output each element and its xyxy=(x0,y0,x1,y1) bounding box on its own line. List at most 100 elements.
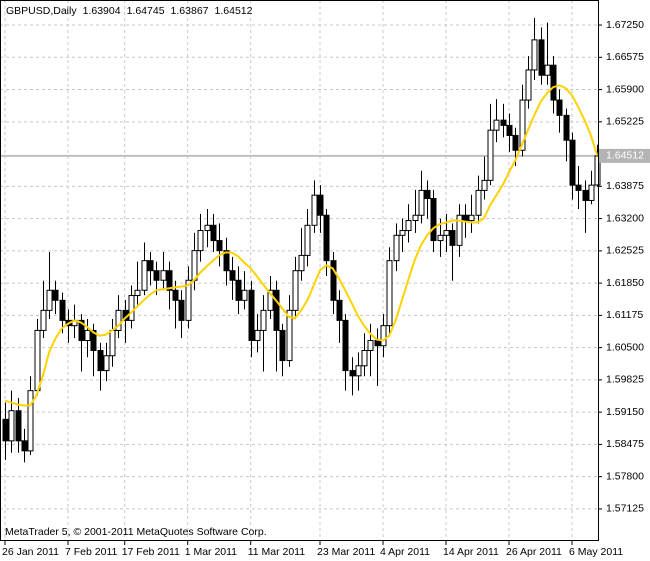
candle-body xyxy=(424,189,431,200)
candle-body xyxy=(40,309,47,331)
symbol: GBPUSD,Daily xyxy=(6,5,77,17)
candle-body xyxy=(210,224,217,242)
candle-body xyxy=(2,418,9,442)
candle-body xyxy=(8,410,15,442)
candle-body xyxy=(52,289,59,301)
candle-body xyxy=(178,299,185,321)
y-tick-label: 1.61850 xyxy=(606,277,644,289)
plot xyxy=(2,17,601,463)
x-tick-label: 11 Mar 2011 xyxy=(248,546,306,558)
candle-body xyxy=(519,99,526,151)
candle-body xyxy=(468,214,475,222)
chart-title: GBPUSD,Daily 1.63904 1.64745 1.63867 1.64512 xyxy=(6,5,253,17)
y-tick-label: 1.65900 xyxy=(606,83,644,95)
candle-body xyxy=(506,124,513,136)
candle-body xyxy=(134,289,141,297)
candle-body xyxy=(273,289,280,331)
candle-body xyxy=(405,220,412,232)
candle-body xyxy=(336,299,343,321)
candle-body xyxy=(59,299,66,321)
candle-body xyxy=(443,230,450,236)
candle-body xyxy=(223,250,230,272)
x-tick-label: 4 Apr 2011 xyxy=(380,546,430,558)
candle-body xyxy=(46,289,53,311)
y-tick-label: 1.60500 xyxy=(606,341,644,353)
candle-body xyxy=(128,295,135,321)
candle-body xyxy=(386,260,393,327)
ohlc-value: 1.64512 xyxy=(215,5,253,17)
candle-body xyxy=(115,309,122,331)
candle-body xyxy=(298,254,305,272)
candle-body xyxy=(78,319,85,341)
x-tick-label: 7 Feb 2011 xyxy=(65,546,118,558)
candle-body xyxy=(544,64,551,76)
candle-body xyxy=(15,410,22,442)
candle-body xyxy=(399,230,406,236)
candle-body xyxy=(286,309,293,362)
candle-body xyxy=(418,189,425,216)
y-tick-label: 1.59825 xyxy=(606,374,644,386)
candle-body xyxy=(563,114,570,141)
candle-body xyxy=(141,260,148,291)
candle-body xyxy=(267,289,274,311)
y-tick-label: 1.62525 xyxy=(606,245,644,257)
x-tick-label: 17 Feb 2011 xyxy=(122,546,180,558)
candle-body xyxy=(185,279,192,321)
ohlc-value: 1.63867 xyxy=(171,5,209,17)
candle-body xyxy=(109,329,116,357)
candle-body xyxy=(525,69,532,101)
candle-body xyxy=(27,390,34,452)
candle-body xyxy=(204,224,211,232)
candle-body xyxy=(235,279,242,301)
candle-body xyxy=(342,319,349,372)
y-tick-label: 1.57125 xyxy=(606,503,644,515)
candle-body xyxy=(147,260,154,272)
candle-body xyxy=(393,234,400,262)
candle-body xyxy=(538,39,545,76)
candle-body xyxy=(449,230,456,246)
candle-body xyxy=(166,270,173,291)
candle-body xyxy=(304,224,311,256)
candle-body xyxy=(21,440,28,452)
candle-body xyxy=(216,240,223,252)
candle-body xyxy=(248,289,255,341)
candle-body xyxy=(260,309,267,331)
ohlc-value: 1.64745 xyxy=(127,5,165,17)
candle-body xyxy=(323,214,330,262)
y-tick-label: 1.63875 xyxy=(606,180,644,192)
price-label-box xyxy=(599,148,650,163)
candle-body xyxy=(367,339,374,352)
candle-body xyxy=(412,214,419,222)
candle-body xyxy=(349,370,356,377)
candle-body xyxy=(512,134,519,151)
candle-body xyxy=(97,350,104,372)
candle-body xyxy=(475,189,482,216)
moving-average xyxy=(4,84,599,407)
candle-body xyxy=(588,184,595,201)
candle-body xyxy=(556,99,563,116)
candle-body xyxy=(103,355,110,372)
candle-body xyxy=(437,234,444,242)
candle-body xyxy=(90,329,97,352)
x-tick-label: 14 Apr 2011 xyxy=(443,546,499,558)
candle-body xyxy=(317,194,324,216)
y-tick-label: 1.59150 xyxy=(606,406,644,418)
candle-body xyxy=(229,270,236,281)
candle-body xyxy=(594,155,601,186)
candle-body xyxy=(456,214,463,246)
y-tick-label: 1.63200 xyxy=(606,212,644,224)
candle-body xyxy=(493,119,500,131)
x-tick-label: 26 Jan 2011 xyxy=(2,546,59,558)
price-label: 1.64512 xyxy=(606,150,644,162)
plot-border xyxy=(0,0,599,541)
candle-body xyxy=(374,339,381,347)
candle-body xyxy=(153,270,160,281)
candle-body xyxy=(361,350,368,367)
x-tick-label: 23 Mar 2011 xyxy=(317,546,375,558)
candle-body xyxy=(191,250,198,281)
candle-body xyxy=(531,39,538,71)
candle-body xyxy=(355,365,362,377)
candle-body xyxy=(311,194,318,226)
x-tick-label: 6 May 2011 xyxy=(569,546,623,558)
